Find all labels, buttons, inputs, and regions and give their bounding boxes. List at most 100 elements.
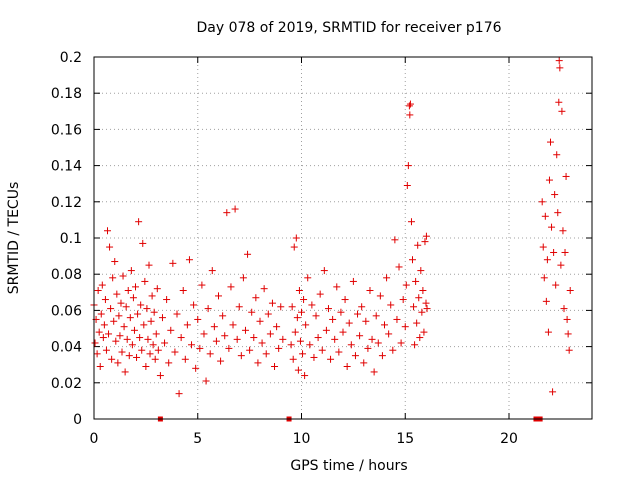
data-point — [406, 111, 414, 119]
data-point — [99, 334, 107, 342]
data-point — [376, 292, 384, 300]
data-point — [126, 314, 134, 322]
data-point — [542, 297, 550, 305]
data-point — [391, 236, 399, 244]
data-point — [142, 363, 150, 371]
data-point — [114, 359, 122, 367]
data-point — [300, 296, 308, 304]
data-point — [125, 352, 133, 360]
data-point — [108, 355, 116, 363]
data-point — [150, 308, 158, 316]
data-point — [421, 238, 429, 246]
data-point — [139, 239, 147, 247]
data-point — [292, 234, 300, 242]
data-point — [558, 107, 566, 115]
data-point — [345, 319, 353, 327]
data-point — [105, 330, 113, 338]
data-point — [565, 346, 573, 354]
data-point — [543, 256, 551, 264]
data-point — [404, 162, 412, 170]
data-point — [122, 303, 130, 311]
data-point — [333, 283, 341, 291]
data-point — [411, 341, 419, 349]
data-point — [556, 64, 564, 72]
data-point — [96, 363, 104, 371]
data-point — [136, 334, 144, 342]
data-point — [171, 348, 179, 356]
data-point — [337, 308, 345, 316]
data-point — [312, 312, 320, 320]
data-point — [128, 341, 136, 349]
data-point — [539, 243, 547, 251]
data-point — [237, 352, 245, 360]
data-point — [91, 339, 99, 347]
data-point — [550, 248, 558, 256]
data-point — [231, 205, 239, 213]
data-point — [395, 263, 403, 271]
data-point — [423, 305, 431, 313]
data-point — [210, 323, 218, 331]
data-point — [563, 315, 571, 323]
data-point — [549, 388, 557, 396]
data-point — [190, 301, 198, 309]
data-point — [341, 296, 349, 304]
data-point — [156, 372, 164, 380]
data-point — [117, 299, 125, 307]
data-point — [290, 243, 298, 251]
data-point — [560, 305, 568, 313]
data-point — [370, 368, 378, 376]
data-point — [349, 277, 357, 285]
data-point — [118, 348, 126, 356]
x-tick-label: 5 — [193, 431, 202, 447]
y-tick-label: 0.16 — [51, 122, 82, 138]
y-tick-label: 0.14 — [51, 159, 82, 175]
data-point — [387, 301, 395, 309]
data-point — [273, 323, 281, 331]
data-point — [185, 256, 193, 264]
data-point — [552, 281, 560, 289]
data-point — [151, 355, 159, 363]
data-point — [322, 326, 330, 334]
data-point — [418, 308, 426, 316]
data-point — [415, 294, 423, 302]
y-tick-label: 0.06 — [51, 303, 82, 319]
data-point — [422, 232, 430, 240]
data-point — [331, 335, 339, 343]
data-point — [135, 218, 143, 226]
data-point — [557, 261, 565, 269]
plot-frame — [93, 56, 593, 420]
x-tick-label: 10 — [293, 431, 311, 447]
data-point — [227, 283, 235, 291]
data-point — [152, 330, 160, 338]
data-point — [121, 368, 129, 376]
data-point — [364, 344, 372, 352]
data-point — [200, 330, 208, 338]
data-point — [212, 337, 220, 345]
data-point — [120, 323, 128, 331]
data-point — [403, 182, 411, 190]
data-point — [291, 328, 299, 336]
data-point — [143, 305, 151, 313]
y-tick-label: 0.02 — [51, 376, 82, 392]
x-axis-label: GPS time / hours — [290, 458, 407, 474]
data-point — [97, 310, 105, 318]
data-point — [541, 212, 549, 220]
data-point — [329, 315, 337, 323]
data-point — [129, 294, 137, 302]
data-point — [354, 310, 362, 318]
data-point — [107, 305, 115, 313]
data-point — [287, 341, 295, 349]
x-tick-label: 15 — [396, 431, 414, 447]
data-layer — [90, 57, 574, 422]
data-point — [324, 305, 332, 313]
data-point — [409, 256, 417, 264]
data-point — [347, 341, 355, 349]
data-point — [314, 334, 322, 342]
data-point — [133, 353, 141, 361]
data-point — [544, 328, 552, 336]
data-point — [360, 359, 368, 367]
data-point — [302, 321, 310, 329]
data-point — [208, 267, 216, 275]
data-point — [559, 227, 567, 235]
